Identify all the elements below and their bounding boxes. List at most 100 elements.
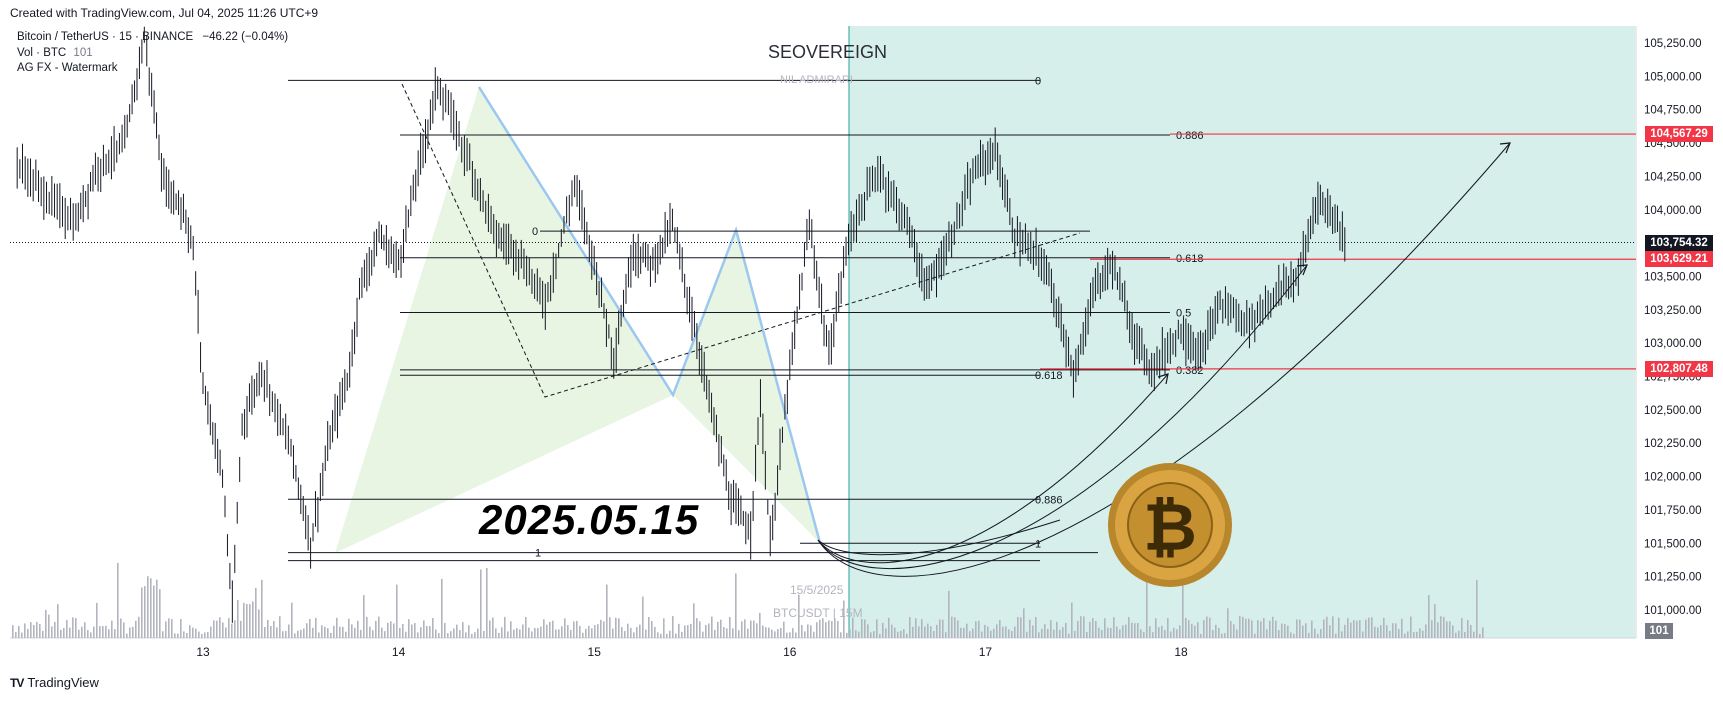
volume-bar xyxy=(1083,616,1085,638)
volume-bar xyxy=(1263,618,1265,638)
volume-bar xyxy=(273,621,275,638)
volume-bar xyxy=(315,617,317,638)
volume-legend[interactable]: Vol · BTC 101 xyxy=(17,47,93,59)
volume-bar xyxy=(150,578,152,638)
volume-bar xyxy=(1170,631,1172,638)
volume-bar xyxy=(903,629,905,638)
time-axis[interactable]: 13 14 15 16 17 18 xyxy=(196,645,1188,659)
volume-value: 101 xyxy=(73,47,93,59)
volume-bar xyxy=(1131,622,1133,638)
volume-bar xyxy=(966,623,968,638)
dashed-trendline xyxy=(401,83,1081,398)
volume-bar xyxy=(1053,629,1055,638)
volume-bar xyxy=(135,620,137,638)
volume-bar xyxy=(1266,629,1268,638)
created-note: Created with TradingView.com, Jul 04, 20… xyxy=(10,6,319,20)
footer-brand[interactable]: TV TradingView xyxy=(10,675,99,690)
volume-bar xyxy=(1476,579,1478,638)
volume-bar xyxy=(999,619,1001,638)
volume-bar xyxy=(129,627,131,638)
volume-bar xyxy=(1164,629,1166,638)
volume-bar xyxy=(513,629,515,638)
volume-bar xyxy=(942,619,944,638)
fib-level-label: 0 xyxy=(1035,75,1041,87)
volume-bar xyxy=(312,627,314,638)
volume-bar xyxy=(1041,628,1043,638)
volume-bar xyxy=(1092,618,1094,638)
volume-bar xyxy=(165,621,167,638)
volume-bar xyxy=(381,627,383,638)
volume-bar xyxy=(12,625,14,638)
time-tick-label: 15 xyxy=(588,645,602,659)
volume-bar xyxy=(573,621,575,638)
volume-bar xyxy=(1290,632,1292,638)
volume-bar xyxy=(258,609,260,638)
volume-bar xyxy=(1407,631,1409,638)
volume-bar xyxy=(579,625,581,638)
volume-bar xyxy=(300,629,302,638)
volume-bar xyxy=(1467,620,1469,638)
volume-bar xyxy=(234,620,236,638)
volume-bar xyxy=(180,619,182,638)
volume-bar xyxy=(867,624,869,638)
volume-bar xyxy=(1320,629,1322,638)
volume-bar xyxy=(786,632,788,638)
volume-bar xyxy=(1419,628,1421,638)
fib-retracement-left[interactable]: 0 0.886 0.618 0.886 1 xyxy=(288,75,1204,562)
volume-bar xyxy=(984,624,986,638)
date-annotation[interactable]: 2025.05.15 xyxy=(479,496,700,543)
volume-bar xyxy=(1014,626,1016,638)
volume-bar xyxy=(1137,623,1139,638)
volume-bar xyxy=(1284,624,1286,638)
volume-bar xyxy=(753,620,755,638)
volume-bar xyxy=(1065,622,1067,638)
volume-bar xyxy=(651,620,653,638)
level-price-tag: 102,807.48 xyxy=(1645,360,1713,377)
volume-bar xyxy=(168,618,170,638)
resistance-levels[interactable] xyxy=(1040,133,1636,370)
volume-bar xyxy=(1404,633,1406,638)
price-tick-label: 104,250.00 xyxy=(1644,171,1702,183)
volume-bar xyxy=(426,625,428,638)
volume-bar xyxy=(561,626,563,638)
volume-bar xyxy=(852,617,854,638)
volume-bar xyxy=(1374,626,1376,638)
volume-bar xyxy=(1248,618,1250,638)
volume-bar xyxy=(1434,604,1436,638)
volume-bar xyxy=(1215,624,1217,638)
volume-bar xyxy=(1287,625,1289,638)
price-axis[interactable]: 105,250.00105,000.00104,750.00104,500.00… xyxy=(1644,38,1702,617)
fib-level-label: 1 xyxy=(1035,538,1041,550)
volume-bar xyxy=(996,624,998,638)
volume-bar xyxy=(1437,622,1439,638)
volume-bar xyxy=(873,631,875,638)
volume-bar xyxy=(279,616,281,638)
volume-bar xyxy=(504,616,506,638)
brand-name: TradingView xyxy=(27,675,99,690)
volume-bar xyxy=(402,623,404,638)
volume-bar xyxy=(543,619,545,638)
volume-bar xyxy=(522,624,524,638)
volume-bar xyxy=(1305,623,1307,638)
volume-bar xyxy=(969,631,971,638)
volume-bar xyxy=(687,625,689,638)
volume-bar xyxy=(207,632,209,638)
volume-bar xyxy=(1233,624,1235,638)
volume-bar xyxy=(48,614,50,638)
volume-bar xyxy=(525,617,527,638)
volume-bar xyxy=(1377,627,1379,638)
volume-bar xyxy=(735,573,737,638)
symbol-legend[interactable]: Bitcoin / TetherUS · 15 · BINANCE −46.22… xyxy=(17,31,288,43)
volume-bar xyxy=(768,627,770,638)
volume-bar xyxy=(744,619,746,638)
volume-bar xyxy=(384,631,386,638)
volume-bar xyxy=(435,629,437,638)
indicator-legend[interactable]: AG FX - Watermark xyxy=(17,62,118,74)
bullish-zone xyxy=(849,26,1635,638)
volume-bar xyxy=(36,621,38,638)
volume-bar xyxy=(795,632,797,638)
price-tick-label: 104,750.00 xyxy=(1644,105,1702,117)
volume-bar xyxy=(816,622,818,638)
volume-bar xyxy=(42,630,44,638)
